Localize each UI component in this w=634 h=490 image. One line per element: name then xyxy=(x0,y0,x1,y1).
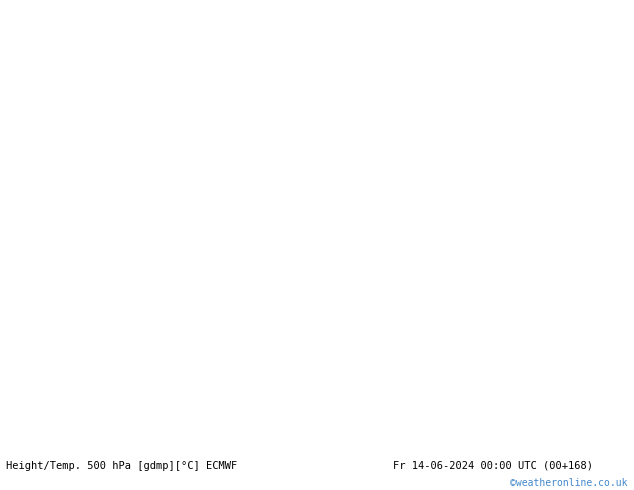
Text: ©weatheronline.co.uk: ©weatheronline.co.uk xyxy=(510,478,628,489)
Text: Height/Temp. 500 hPa [gdmp][°C] ECMWF: Height/Temp. 500 hPa [gdmp][°C] ECMWF xyxy=(6,461,238,471)
Text: Fr 14-06-2024 00:00 UTC (00+168): Fr 14-06-2024 00:00 UTC (00+168) xyxy=(393,461,593,471)
